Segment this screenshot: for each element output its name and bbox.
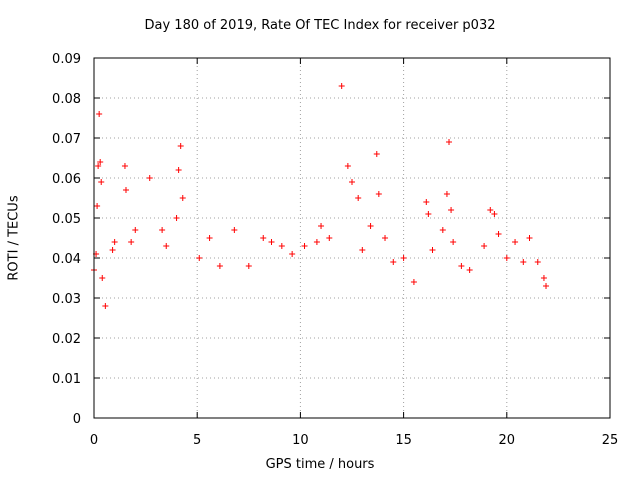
data-point [425, 211, 432, 217]
data-point [122, 187, 129, 193]
data-point [491, 211, 498, 217]
data-point [375, 191, 382, 197]
data-point [520, 259, 527, 265]
data-point [512, 239, 519, 245]
data-point [128, 239, 135, 245]
data-point [466, 267, 473, 273]
data-point [355, 195, 362, 201]
data-point [400, 255, 407, 261]
data-point [94, 203, 101, 209]
data-point [216, 263, 223, 269]
y-tick-label: 0.03 [52, 292, 81, 307]
data-point [439, 227, 446, 233]
x-tick-labels: 0 5 10 15 20 25 [90, 433, 618, 448]
data-point [503, 255, 510, 261]
data-point [326, 235, 333, 241]
data-point [301, 243, 308, 249]
data-point [423, 199, 430, 205]
data-point [540, 275, 547, 281]
y-axis-label: ROTI / TECUs [6, 195, 22, 281]
y-tick-label: 0.04 [52, 252, 81, 267]
x-tick-label: 25 [602, 433, 619, 448]
data-point [349, 179, 355, 185]
y-tick-labels: 0 0.01 0.02 0.03 0.04 0.05 0.06 0.07 0.08 0.09 [52, 52, 81, 427]
data-points [91, 83, 550, 309]
data-point [146, 175, 153, 181]
chart-title: Day 180 of 2019, Rate Of TEC Index for r… [144, 18, 496, 33]
y-tick-label: 0.09 [52, 52, 81, 67]
data-point [206, 235, 213, 241]
data-point [359, 247, 366, 253]
data-point [481, 243, 488, 249]
data-point [177, 143, 184, 149]
y-tick-label: 0.02 [52, 332, 81, 347]
data-point [102, 303, 109, 309]
data-point [132, 227, 139, 233]
data-point [458, 263, 465, 269]
data-point [245, 263, 252, 269]
data-point [313, 239, 320, 245]
data-point [390, 259, 397, 265]
y-tick-label: 0.05 [52, 212, 81, 227]
grid-lines [94, 58, 610, 418]
data-point [163, 243, 170, 249]
x-tick-label: 0 [90, 433, 98, 448]
data-point [367, 223, 374, 229]
x-tick-label: 5 [193, 433, 201, 448]
data-point [111, 239, 118, 245]
data-point [543, 283, 550, 289]
y-tick-label: 0.08 [52, 92, 81, 107]
data-point [95, 163, 102, 169]
data-point [121, 163, 128, 169]
data-point [96, 111, 103, 117]
y-axis-label-wrap: ROTI / TECUs [0, 0, 22, 280]
data-point [97, 159, 104, 165]
data-point [443, 191, 450, 197]
data-point [495, 231, 502, 237]
data-point [159, 227, 166, 233]
y-tick-label: 0.07 [52, 132, 81, 147]
data-point [179, 195, 186, 201]
data-point [268, 239, 275, 245]
data-point [289, 251, 296, 257]
data-point [109, 247, 116, 253]
data-point [173, 215, 180, 221]
plot-frame [93, 57, 611, 419]
data-point [318, 223, 325, 229]
x-tick-label: 15 [395, 433, 412, 448]
y-tick-label: 0 [73, 412, 81, 427]
y-tick-label: 0.06 [52, 172, 81, 187]
data-point [534, 259, 541, 265]
data-point [196, 255, 203, 261]
data-point [450, 239, 457, 245]
x-tick-label: 10 [292, 433, 309, 448]
data-point [278, 243, 285, 249]
data-point [410, 279, 417, 285]
data-point [99, 275, 106, 281]
data-point [373, 151, 380, 157]
data-point [526, 235, 533, 241]
data-point [429, 247, 436, 253]
data-point [231, 227, 238, 233]
x-tick-label: 20 [499, 433, 516, 448]
x-axis-label: GPS time / hours [265, 457, 375, 472]
tick-marks [93, 57, 611, 419]
data-point [175, 167, 182, 173]
data-point [260, 235, 267, 241]
data-point [446, 139, 453, 145]
data-point [338, 83, 345, 89]
y-tick-label: 0.01 [52, 372, 81, 387]
data-point [448, 207, 455, 213]
data-point [382, 235, 389, 241]
data-point [98, 179, 105, 185]
data-point [487, 207, 494, 213]
data-point [344, 163, 351, 169]
